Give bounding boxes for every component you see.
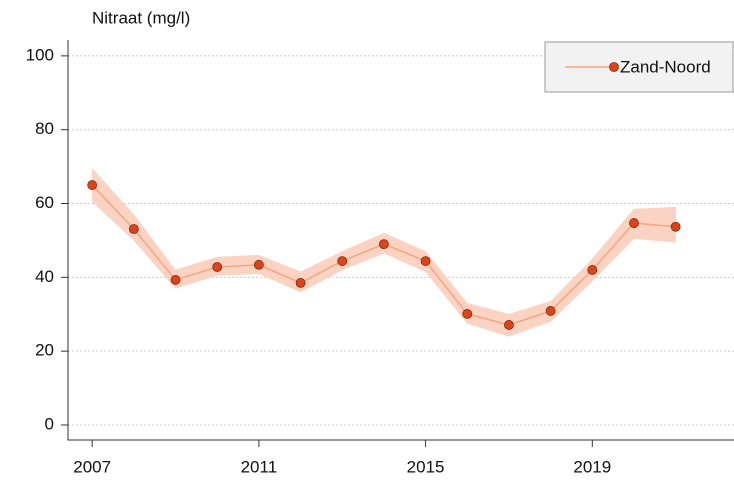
data-point — [212, 262, 223, 272]
confidence-band — [341, 232, 385, 271]
data-point — [545, 306, 556, 316]
confidence-band — [91, 167, 135, 241]
confidence-band — [592, 208, 635, 282]
data-point — [253, 259, 264, 270]
x-tick-label: 2011 — [241, 457, 278, 476]
chart-title: Nitraat (mg/l) — [92, 8, 190, 27]
data-point — [629, 218, 639, 228]
line — [91, 184, 676, 326]
data-point — [379, 239, 389, 250]
data-point — [128, 224, 139, 234]
y-tick-label: 20 — [35, 341, 54, 360]
y-tick-label: 60 — [35, 193, 54, 212]
data-point — [337, 256, 348, 266]
data-point — [295, 277, 306, 288]
x-tick-label: 2015 — [407, 457, 445, 476]
confidence-band — [508, 300, 551, 337]
data-point — [420, 256, 431, 266]
y-tick-label: 100 — [26, 45, 54, 64]
y-tick-label: 40 — [35, 267, 54, 286]
axis — [67, 40, 734, 441]
data-point — [87, 180, 98, 190]
x-tick-label: 2019 — [573, 457, 611, 476]
x-tick-label: 2007 — [73, 457, 111, 476]
data-point — [587, 265, 598, 275]
data-point — [504, 320, 514, 330]
y-tick-label: 80 — [35, 119, 54, 138]
data-point — [462, 308, 473, 319]
legend-label: Zand-Noord — [620, 57, 711, 76]
data-point — [170, 275, 181, 285]
legend-marker — [609, 62, 619, 72]
data-point — [670, 221, 681, 232]
y-tick-label: 0 — [45, 414, 54, 433]
